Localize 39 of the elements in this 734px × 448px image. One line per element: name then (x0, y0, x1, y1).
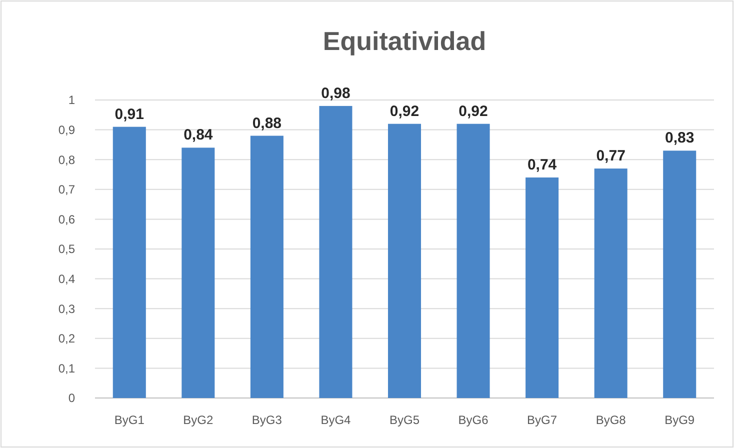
data-label: 0,84 (184, 126, 214, 144)
y-tick-label: 0,2 (58, 332, 76, 346)
x-tick-label: ByG2 (183, 413, 214, 427)
data-label: 0,77 (596, 148, 626, 165)
y-tick-label: 0 (68, 391, 76, 406)
x-tick-label: ByG4 (320, 413, 352, 427)
data-label: 0,92 (390, 102, 420, 120)
y-tick-label: 0,7 (58, 182, 76, 197)
bar (250, 136, 284, 398)
bar (182, 148, 215, 398)
data-label: 0,88 (252, 114, 282, 132)
bar (663, 150, 696, 398)
y-tick-label: 0,8 (58, 152, 76, 167)
y-tick-label: 0,4 (58, 272, 76, 286)
data-label: 0,92 (458, 102, 488, 120)
y-tick-label: 1 (68, 93, 76, 108)
data-label: 0,91 (114, 106, 144, 123)
x-tick-label: ByG9 (664, 413, 695, 427)
y-tick-label: 0,6 (58, 212, 76, 226)
x-tick-label: ByG1 (114, 413, 145, 427)
x-tick-label: ByG8 (596, 413, 626, 427)
x-tick-label: ByG3 (252, 413, 282, 427)
x-tick-label: ByG7 (527, 413, 558, 427)
bar (112, 126, 146, 398)
data-label: 0,83 (665, 130, 694, 147)
bar (388, 124, 422, 398)
bar (456, 124, 490, 398)
x-tick-label: ByG5 (389, 413, 420, 427)
data-label: 0,74 (527, 156, 558, 174)
x-tick-label: ByG6 (458, 413, 489, 427)
bar (319, 106, 352, 398)
y-tick-label: 0,1 (58, 361, 76, 376)
bar (526, 177, 559, 398)
y-tick-label: 0,9 (58, 123, 76, 137)
y-tick-label: 0,5 (58, 242, 76, 256)
y-tick-label: 0,3 (58, 302, 76, 316)
bar (594, 168, 628, 398)
chart-title: Equitatividad (322, 26, 486, 56)
data-label: 0,98 (321, 84, 350, 102)
